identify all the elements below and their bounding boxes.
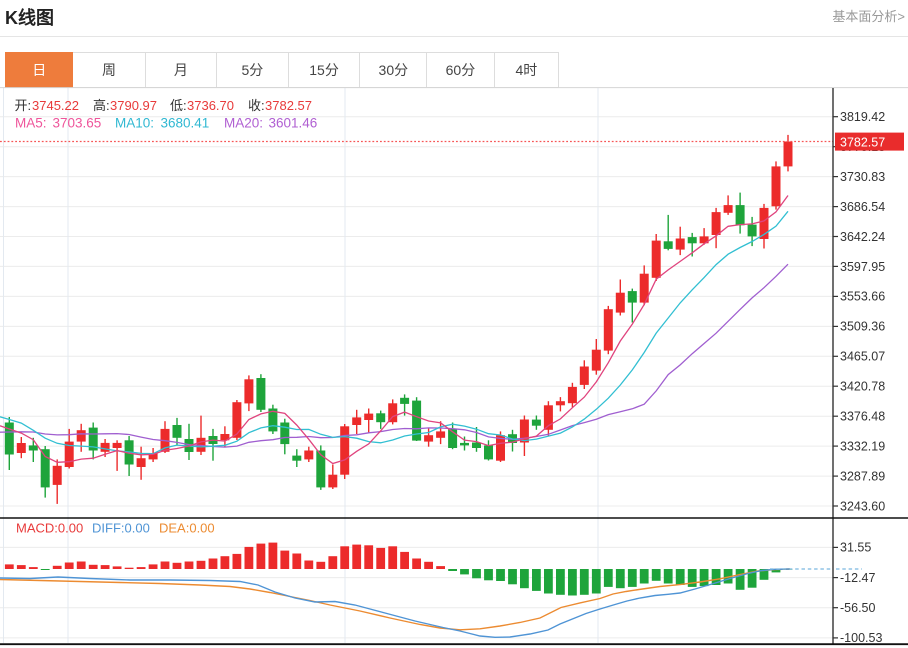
svg-text:-100.53: -100.53 xyxy=(840,631,882,645)
svg-text:31.55: 31.55 xyxy=(840,541,871,555)
svg-text:DEA:0.00: DEA:0.00 xyxy=(159,521,215,536)
svg-text:高:: 高: xyxy=(93,98,110,113)
svg-text:3642.24: 3642.24 xyxy=(840,230,885,244)
svg-text:3730.83: 3730.83 xyxy=(840,170,885,184)
svg-text:3332.19: 3332.19 xyxy=(840,439,885,453)
svg-text:3601.46: 3601.46 xyxy=(269,116,318,131)
svg-text:3376.48: 3376.48 xyxy=(840,410,885,424)
svg-text:3686.54: 3686.54 xyxy=(840,200,885,214)
svg-text:3790.97: 3790.97 xyxy=(110,98,157,113)
svg-text:MA20:: MA20: xyxy=(224,116,263,131)
svg-text:3420.78: 3420.78 xyxy=(840,380,885,394)
svg-text:3782.57: 3782.57 xyxy=(840,135,885,149)
svg-text:MA5:: MA5: xyxy=(15,116,47,131)
svg-text:3465.07: 3465.07 xyxy=(840,350,885,364)
svg-text:3745.22: 3745.22 xyxy=(32,98,79,113)
svg-text:3553.66: 3553.66 xyxy=(840,290,885,304)
svg-text:3287.89: 3287.89 xyxy=(840,469,885,483)
svg-text:3819.42: 3819.42 xyxy=(840,110,885,124)
svg-text:3509.36: 3509.36 xyxy=(840,320,885,334)
svg-text:3703.65: 3703.65 xyxy=(53,116,102,131)
svg-text:-12.47: -12.47 xyxy=(840,571,875,585)
svg-text:收:: 收: xyxy=(248,98,265,113)
svg-text:MACD:0.00: MACD:0.00 xyxy=(16,521,83,536)
svg-text:MA10:: MA10: xyxy=(115,116,154,131)
svg-text:3736.70: 3736.70 xyxy=(187,98,234,113)
svg-text:3597.95: 3597.95 xyxy=(840,260,885,274)
svg-text:-56.50: -56.50 xyxy=(840,601,875,615)
svg-text:3782.57: 3782.57 xyxy=(265,98,312,113)
svg-text:DIFF:0.00: DIFF:0.00 xyxy=(92,521,150,536)
svg-text:3243.60: 3243.60 xyxy=(840,499,885,513)
svg-text:开:: 开: xyxy=(15,98,32,113)
svg-text:3680.41: 3680.41 xyxy=(161,116,210,131)
svg-text:低:: 低: xyxy=(170,98,187,113)
